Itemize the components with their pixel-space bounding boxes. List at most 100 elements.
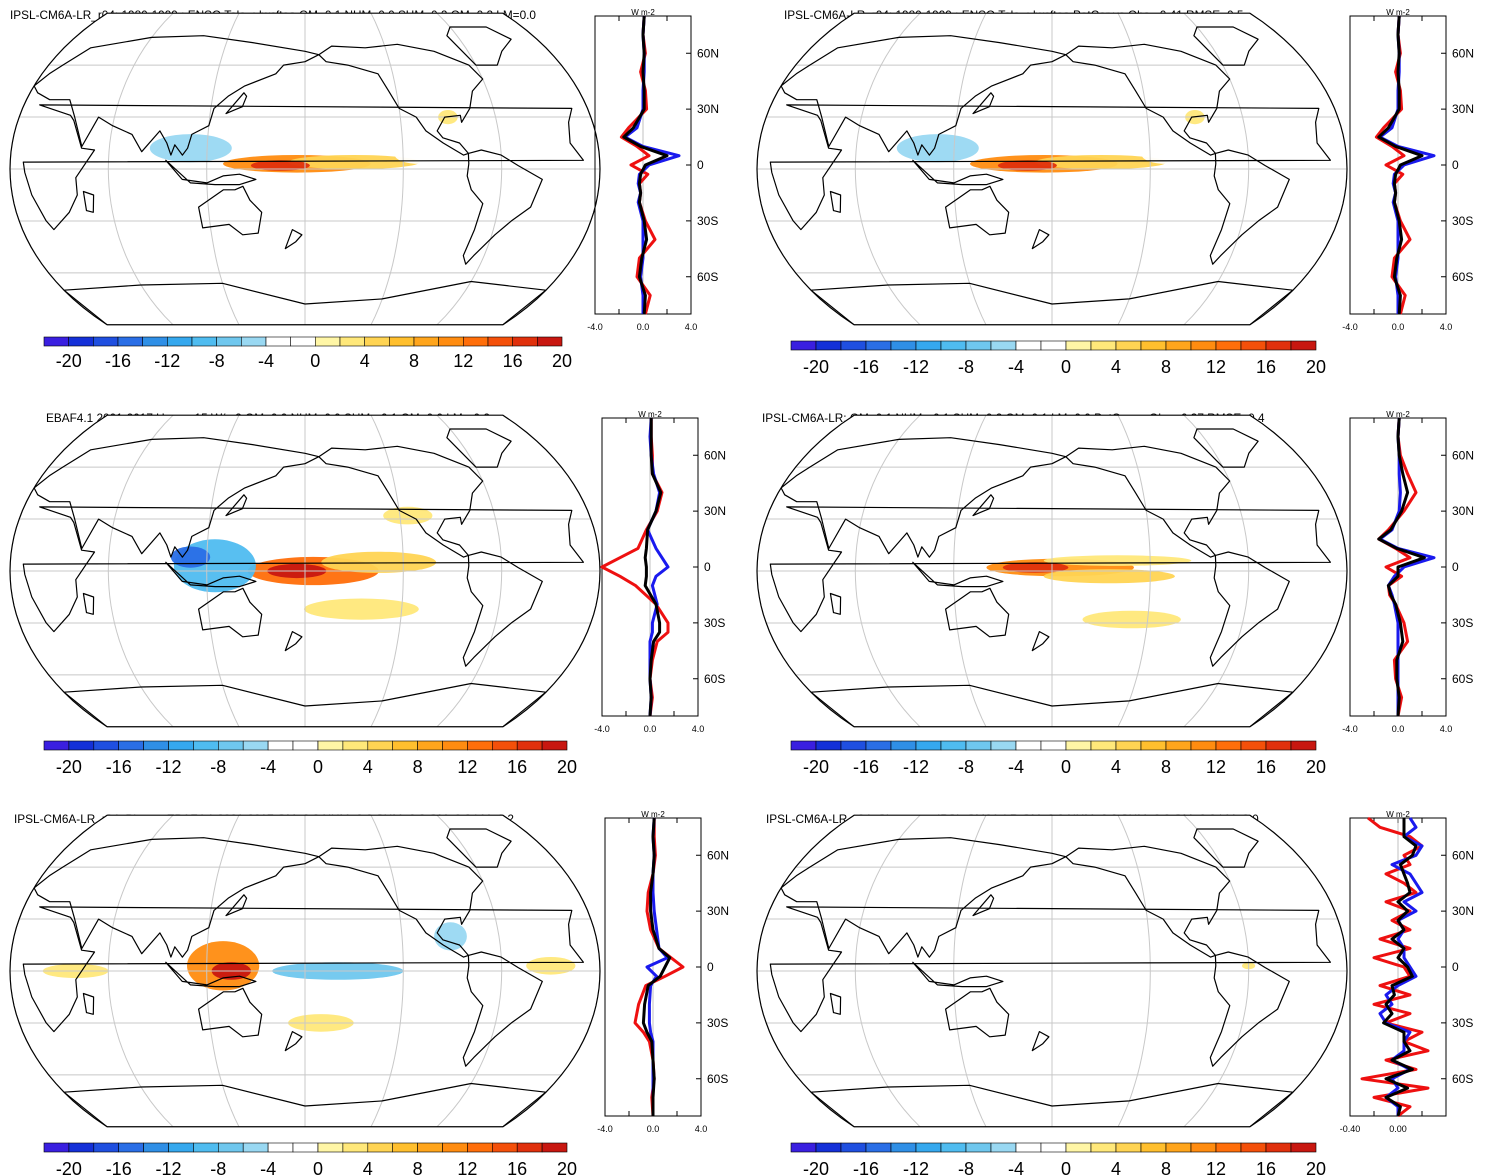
anomaly-patch (34, 560, 84, 575)
x-tick-label: -4.0 (1342, 724, 1358, 734)
colorbar-box (536, 336, 563, 347)
colorbar-box (1240, 340, 1267, 351)
globe-outline (9, 414, 601, 728)
coastline-south-america (1209, 551, 1290, 667)
colorbar-tick-label: 12 (1206, 757, 1226, 777)
globe-outline (756, 414, 1348, 728)
colorbar-box (1190, 740, 1217, 751)
colorbar-tick-label: 16 (507, 1159, 527, 1176)
colorbar-box (965, 740, 992, 751)
colorbar-box (965, 1142, 992, 1153)
zonal-profile: W m-2 60N 30N 0 30S 60S -4.0 0.0 4.0 (587, 8, 719, 332)
coastline-africa (769, 506, 1331, 633)
coastline-japan (225, 894, 248, 917)
coastline-new-zealand (284, 1031, 303, 1052)
colorbar-box (168, 740, 194, 751)
lat-label: 60N (697, 46, 719, 60)
colorbar-box (1140, 1142, 1167, 1153)
colorbar-tick-label: -20 (803, 1159, 829, 1176)
colorbar-box (815, 740, 842, 751)
lat-label: 60S (1452, 672, 1473, 686)
lat-label: 30S (707, 1016, 728, 1030)
coastline-japan (225, 494, 248, 517)
coastline-new-zealand (284, 631, 303, 652)
x-tick-label: -4.0 (587, 322, 603, 332)
colorbar-tick-label: 12 (1206, 357, 1226, 377)
lat-label: 0 (704, 560, 711, 574)
colorbar-box (216, 336, 242, 347)
profile-line-obs (633, 818, 685, 1117)
x-tick-label: 4.0 (695, 1124, 708, 1134)
x-tick-label: 0.0 (1392, 724, 1405, 734)
colorbar-box (1215, 740, 1242, 751)
profile-unit: W m-2 (638, 410, 662, 419)
colorbar-tick-label: -8 (210, 757, 226, 777)
map (9, 414, 601, 728)
colorbar-tick-label: 16 (1256, 757, 1276, 777)
colorbar-box (1140, 740, 1167, 751)
colorbar: -20 -16 -12 -8 -4 0 4 8 12 16 20 (43, 740, 577, 777)
coastline-australia (198, 587, 263, 638)
x-tick-label: 4.0 (685, 322, 698, 332)
coastline-australia (198, 185, 263, 236)
colorbar-box (965, 340, 992, 351)
colorbar-box (292, 1142, 319, 1153)
lat-label: 30S (1452, 616, 1473, 630)
colorbar-tick-label: -16 (853, 357, 879, 377)
coastline-eurasia (780, 837, 1067, 958)
colorbar-tick-label: 0 (313, 757, 323, 777)
map (9, 12, 601, 326)
anomaly-patch (383, 506, 433, 525)
x-tick-label: -4.0 (1342, 322, 1358, 332)
colorbar-box (1015, 340, 1042, 351)
colorbar-box (168, 1142, 194, 1153)
coastline-japan (972, 92, 995, 115)
colorbar-box (1140, 340, 1167, 351)
coastline-new-zealand (284, 229, 303, 250)
colorbar-tick-label: -4 (1008, 757, 1024, 777)
colorbar-box (1215, 340, 1242, 351)
coastline-greenland (1193, 428, 1259, 468)
anomaly-patch (1082, 610, 1181, 629)
colorbar-box (68, 740, 95, 751)
x-tick-label: -4.0 (597, 1124, 613, 1134)
coastline-australia (198, 987, 263, 1038)
colorbar-box (339, 336, 366, 347)
colorbar-box (290, 336, 316, 347)
colorbar-tick-label: -12 (903, 757, 929, 777)
lat-label: 60S (1452, 270, 1473, 284)
anomaly-patch (1043, 555, 1192, 566)
colorbar-box (392, 1142, 418, 1153)
coastline-antarctica (63, 280, 547, 325)
profile-line-mean (1382, 818, 1418, 1117)
colorbar-tick-label: -12 (903, 357, 929, 377)
colorbar-box (1265, 1142, 1292, 1153)
anomaly-patch (995, 193, 1061, 215)
panel-p5: IPSL-CM6A-LR_r04: Bias vs EBAF4.1 2001-2… (9, 810, 729, 1176)
coastline-africa (769, 906, 1331, 1033)
colorbar-tick-label: 4 (1111, 1159, 1121, 1176)
colorbar-box (1165, 340, 1192, 351)
colorbar-tick-label: 20 (552, 351, 572, 371)
coastline-eurasia (780, 437, 1067, 558)
colorbar-tick-label: 8 (409, 351, 419, 371)
anomaly-patch (232, 513, 315, 532)
colorbar-box (193, 740, 219, 751)
map-content (757, 13, 1347, 325)
x-tick-label: -0.40 (1340, 1124, 1361, 1134)
colorbar-box (367, 1142, 393, 1153)
colorbar-tick-label: -20 (56, 757, 82, 777)
profile-line-mean (641, 817, 672, 1116)
coastline-australia (945, 987, 1010, 1038)
lat-label: 60N (1452, 448, 1474, 462)
panel-p4: IPSL-CM6A-LR: GM=0.1 NHM=-0.1 SHM=0.2 OM… (756, 410, 1474, 777)
coastline-south-america (462, 951, 543, 1067)
coastline-indonesia (912, 561, 1004, 588)
colorbar-tick-label: 20 (1306, 1159, 1326, 1176)
lat-label: 30S (697, 214, 718, 228)
colorbar-box (865, 340, 892, 351)
colorbar-box (267, 740, 294, 751)
colorbar-tick-label: 0 (1061, 357, 1071, 377)
colorbar-box (1090, 340, 1117, 351)
